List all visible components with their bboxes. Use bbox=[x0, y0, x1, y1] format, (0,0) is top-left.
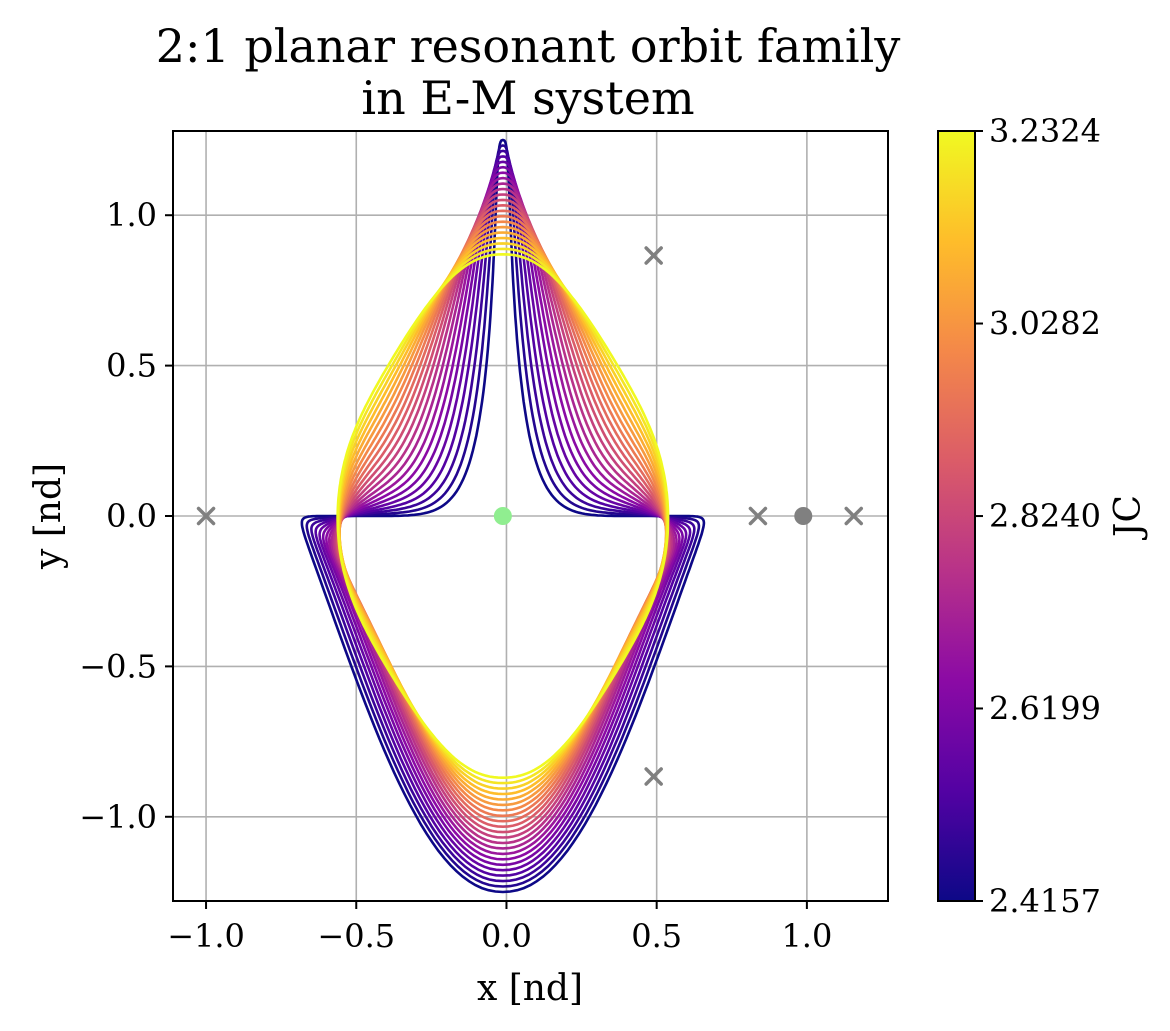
libration-point-marker bbox=[644, 246, 663, 265]
colorbar-tick-label: 2.8240 bbox=[989, 497, 1101, 535]
orbit-line bbox=[338, 231, 668, 801]
orbit-line bbox=[338, 225, 668, 807]
orbit-line bbox=[334, 193, 672, 839]
y-tick-label: −1.0 bbox=[79, 798, 157, 836]
orbit-line bbox=[330, 182, 676, 850]
x-tick-label: 0.0 bbox=[481, 917, 532, 955]
orbit-line bbox=[336, 203, 669, 829]
orbit-line bbox=[338, 214, 668, 818]
colorbar-ticks: 3.2324 3.0282 2.8240 2.6199 2.4157 bbox=[975, 112, 1101, 920]
colorbar-tick-label: 3.2324 bbox=[989, 112, 1101, 150]
y-axis-label: y [nd] bbox=[28, 463, 69, 570]
x-tick-label: 1.0 bbox=[781, 917, 832, 955]
y-tick-label: 1.0 bbox=[106, 196, 157, 234]
orbit-line bbox=[336, 247, 669, 785]
x-axis-label: x [nd] bbox=[477, 968, 583, 1009]
colorbar bbox=[937, 130, 976, 902]
orbit-line bbox=[300, 138, 706, 894]
y-tick-label: 0.5 bbox=[106, 347, 157, 385]
orbit-line bbox=[318, 160, 688, 872]
x-axis-ticks: −1.0 −0.5 0.0 0.5 1.0 bbox=[167, 901, 832, 955]
colorbar-tick-label: 3.0282 bbox=[989, 305, 1101, 343]
orbit-line bbox=[325, 171, 681, 861]
x-tick-label: −0.5 bbox=[317, 917, 395, 955]
libration-point-marker bbox=[844, 506, 864, 526]
body-marker bbox=[493, 507, 512, 525]
body-marker bbox=[794, 507, 813, 525]
orbit-line bbox=[335, 198, 671, 834]
orbit-family bbox=[300, 138, 706, 894]
orbit-line bbox=[332, 187, 674, 845]
libration-point-marker bbox=[196, 506, 216, 526]
chart-title-line-1: 2:1 planar resonant orbit family bbox=[156, 19, 901, 73]
y-axis-ticks: 1.0 0.5 0.0 −0.5 −1.0 bbox=[79, 196, 173, 836]
orbit-line bbox=[337, 209, 669, 823]
libration-point-marker bbox=[748, 506, 768, 526]
orbit-line bbox=[314, 155, 692, 877]
y-tick-label: 0.0 bbox=[106, 497, 157, 535]
orbit-line bbox=[305, 144, 701, 888]
x-tick-label: 0.5 bbox=[631, 917, 682, 955]
orbit-line bbox=[337, 236, 669, 796]
colorbar-tick-label: 2.4157 bbox=[989, 882, 1101, 920]
libration-point-marker bbox=[644, 767, 663, 786]
chart-title-line-2: in E-M system bbox=[361, 71, 694, 125]
colorbar-tick-label: 2.6199 bbox=[989, 689, 1101, 727]
orbit-line bbox=[336, 252, 670, 780]
orbit-line bbox=[321, 165, 684, 867]
colorbar-label: JC bbox=[1108, 495, 1149, 541]
orbit-line bbox=[327, 176, 678, 856]
marker-layer bbox=[196, 246, 864, 786]
y-tick-label: −0.5 bbox=[79, 647, 157, 685]
orbit-line bbox=[338, 220, 668, 812]
orbit-line bbox=[310, 149, 696, 883]
orbit-line bbox=[337, 242, 669, 790]
x-tick-label: −1.0 bbox=[167, 917, 245, 955]
